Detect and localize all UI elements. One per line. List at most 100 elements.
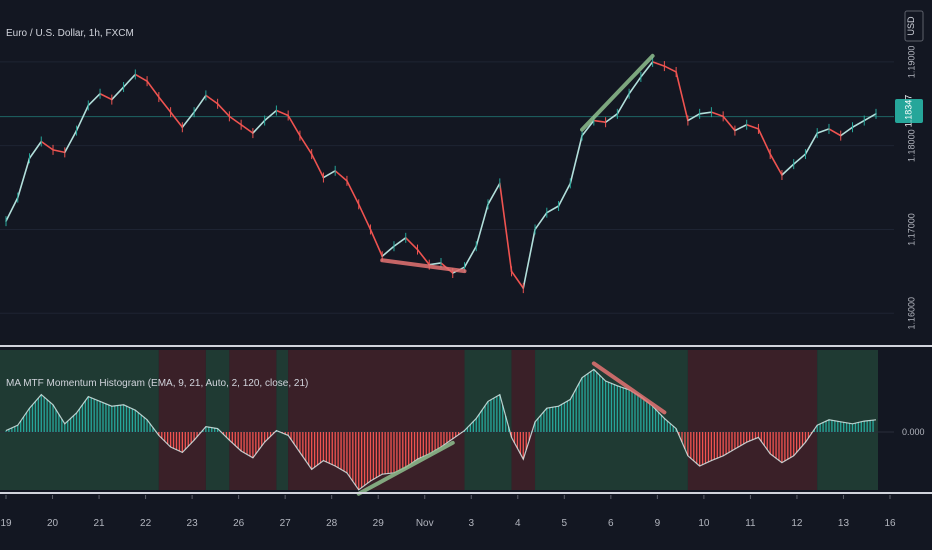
time-tick-label: 26: [233, 518, 245, 529]
time-tick-label: 11: [745, 518, 756, 529]
price-segment: [287, 114, 301, 137]
time-tick-label: 6: [608, 518, 614, 529]
price-segment: [75, 104, 90, 132]
price-segment: [63, 129, 78, 154]
price-segment: [404, 237, 419, 251]
price-segment: [757, 128, 771, 155]
price-segment: [193, 94, 207, 113]
price-segment: [569, 134, 583, 185]
time-tick-label: 20: [47, 518, 59, 529]
price-segment: [416, 248, 431, 266]
time-tick-label: 9: [655, 518, 661, 529]
price-segment: [769, 153, 783, 176]
indicator-title[interactable]: MA MTF Momentum Histogram (EMA, 9, 21, A…: [6, 378, 308, 389]
price-segment: [828, 128, 842, 137]
time-tick-label: 27: [280, 518, 292, 529]
momentum-histogram: [5, 368, 877, 491]
price-segment: [710, 111, 724, 118]
price-segment: [357, 203, 372, 231]
time-tick-label: 28: [326, 518, 338, 529]
price-segment: [487, 182, 501, 206]
price-segment: [616, 92, 630, 115]
price-tick-label: 1.17000: [906, 213, 916, 246]
time-tick-label: 19: [0, 518, 12, 529]
price-segment: [158, 96, 172, 113]
momentum-zone: [276, 350, 289, 490]
momentum-zone: [158, 350, 206, 490]
price-segment: [510, 270, 525, 289]
price-segment: [252, 119, 266, 134]
price-segment: [122, 73, 137, 88]
price-segment: [463, 245, 478, 268]
time-tick-label: 23: [187, 518, 199, 529]
price-segment: [792, 153, 807, 165]
divergence-lines: [356, 53, 667, 496]
price-segment: [299, 134, 313, 155]
price-segment: [275, 109, 289, 117]
price-segment: [663, 65, 677, 73]
time-tick-label: 4: [515, 518, 521, 529]
momentum-zone: [511, 350, 536, 490]
price-tick-label: 1.19000: [906, 46, 916, 79]
price-segment: [628, 76, 642, 95]
price-segment: [816, 128, 830, 134]
price-segment: [804, 132, 819, 155]
price-segment: [863, 113, 877, 122]
time-tick-label: 29: [373, 518, 385, 529]
price-segment: [5, 196, 19, 222]
price-segment: [428, 262, 442, 266]
price-segment: [687, 113, 701, 122]
price-segment: [475, 203, 489, 248]
price-segment: [169, 111, 184, 129]
price-segment: [87, 92, 101, 107]
price-segment: [99, 92, 113, 101]
price-segment: [52, 149, 66, 154]
price-segment: [393, 237, 407, 248]
price-segment: [734, 123, 748, 132]
price-segment: [675, 71, 689, 122]
momentum-divergence-higher-lows: [356, 440, 455, 496]
price-segment: [640, 61, 654, 78]
price-segment: [581, 119, 595, 137]
price-divergence-higher-highs: [580, 53, 655, 132]
current-price-tag: 1.18347: [895, 95, 923, 128]
momentum-zone: [205, 350, 230, 490]
price-segment: [134, 73, 148, 82]
price-segment: [334, 170, 348, 182]
price-segment: [498, 182, 513, 273]
time-tick-label: 5: [562, 518, 568, 529]
price-segment: [346, 180, 360, 206]
price-segment: [839, 126, 854, 137]
price-segment: [546, 205, 560, 214]
time-tick-label: 16: [884, 518, 896, 529]
price-segment: [181, 111, 195, 129]
time-tick-label: 10: [698, 518, 710, 529]
current-price-label: 1.18347: [903, 95, 913, 128]
time-tick-label: 12: [791, 518, 803, 529]
price-segment: [111, 86, 125, 101]
price-segment: [698, 111, 713, 115]
price-segment: [851, 119, 866, 129]
price-segment: [369, 228, 384, 258]
price-segment: [322, 170, 336, 179]
symbol-title[interactable]: Euro / U.S. Dollar, 1h, FXCM: [6, 28, 134, 39]
momentum-zone: [229, 350, 277, 490]
currency-label: USD: [906, 16, 916, 36]
price-segment: [381, 245, 395, 258]
price-segment: [722, 115, 736, 132]
price-segment: [651, 61, 666, 67]
currency-button[interactable]: USD: [904, 10, 924, 42]
price-tick-label: 1.18000: [906, 129, 916, 162]
time-tick-label: 3: [468, 518, 474, 529]
zero-tick-label: 0.000: [902, 427, 925, 437]
time-tick-label: Nov: [416, 518, 434, 529]
momentum-zone: [687, 350, 818, 490]
price-segment: [522, 228, 536, 289]
price-segment: [40, 140, 54, 151]
price-segment: [216, 102, 231, 118]
price-segment: [593, 119, 607, 124]
momentum-zones: [0, 350, 878, 490]
time-tick-label: 13: [838, 518, 850, 529]
price-divergence-lower-lows: [380, 258, 467, 274]
